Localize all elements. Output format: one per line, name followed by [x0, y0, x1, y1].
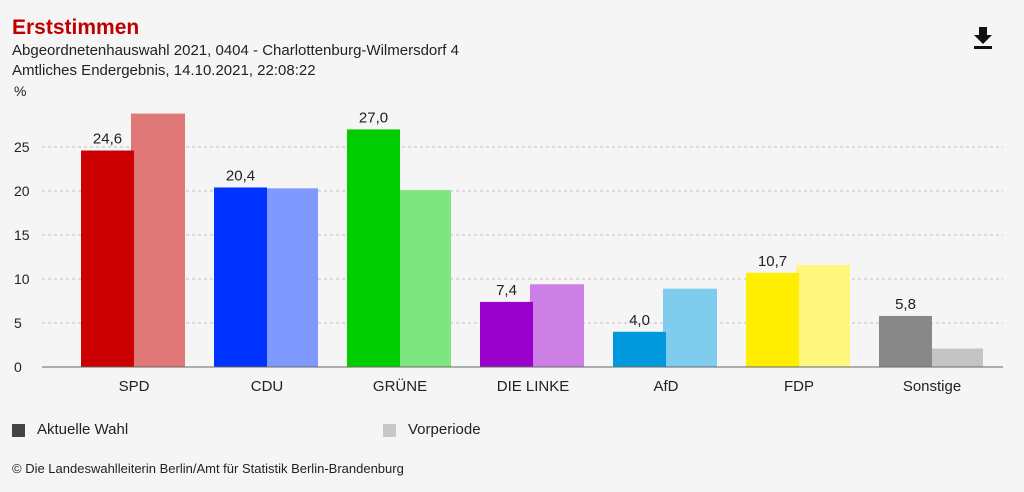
x-tick-label: CDU [251, 378, 284, 395]
bar-current [214, 187, 267, 367]
x-tick-label: FDP [784, 378, 814, 395]
data-label: 27,0 [359, 109, 388, 126]
bar-previous [530, 284, 584, 367]
legend-label-current: Aktuelle Wahl [37, 421, 129, 438]
y-tick-label: 0 [14, 359, 22, 375]
y-tick-label: 20 [14, 183, 30, 199]
legend-item-current[interactable]: Aktuelle Wahl [12, 421, 128, 439]
bar-previous [131, 113, 185, 367]
legend-swatch-current [12, 423, 25, 437]
data-label: 4,0 [629, 312, 650, 329]
bar-previous [929, 348, 983, 367]
source-credit: © Die Landeswahlleiterin Berlin/Amt für … [12, 461, 404, 476]
bar-current [480, 301, 533, 367]
x-tick-label: GRÜNE [373, 377, 427, 395]
bar-chart: % 0 5 10 15 20 25 24,6 SPD 20,4 CDU 27,0 GRÜNE 7,4 DIE… [14, 83, 1003, 395]
download-icon[interactable] [970, 24, 996, 50]
data-label: 7,4 [496, 282, 517, 299]
x-tick-label: SPD [119, 378, 150, 395]
data-label: 20,4 [226, 167, 255, 184]
bar-current [81, 150, 134, 367]
data-label: 24,6 [93, 131, 122, 148]
legend-item-previous[interactable]: Vorperiode [383, 421, 481, 439]
bar-current [347, 129, 400, 367]
y-axis-unit-label: % [14, 83, 26, 99]
bar-current [746, 272, 799, 367]
y-tick-label: 25 [14, 139, 30, 155]
chart-subtitle-result: Amtliches Endergebnis, 14.10.2021, 22:08… [12, 62, 316, 79]
bar-current [879, 315, 932, 367]
bar-current [613, 331, 666, 367]
y-tick-label: 10 [14, 271, 30, 287]
bar-previous [796, 264, 850, 367]
chart-title: Erststimmen [12, 16, 140, 39]
x-tick-label: AfD [653, 378, 678, 395]
bar-previous [264, 188, 318, 367]
legend-swatch-previous [383, 423, 396, 437]
x-tick-label: DIE LINKE [497, 378, 570, 395]
data-label: 5,8 [895, 296, 916, 313]
x-tick-label: Sonstige [903, 378, 961, 395]
y-tick-label: 15 [14, 227, 30, 243]
y-tick-label: 5 [14, 315, 22, 331]
bar-previous [397, 190, 451, 367]
legend-label-previous: Vorperiode [408, 421, 481, 438]
bar-previous [663, 288, 717, 367]
data-label: 10,7 [758, 253, 787, 270]
chart-subtitle-election: Abgeordnetenhauswahl 2021, 0404 - Charlo… [12, 42, 459, 59]
